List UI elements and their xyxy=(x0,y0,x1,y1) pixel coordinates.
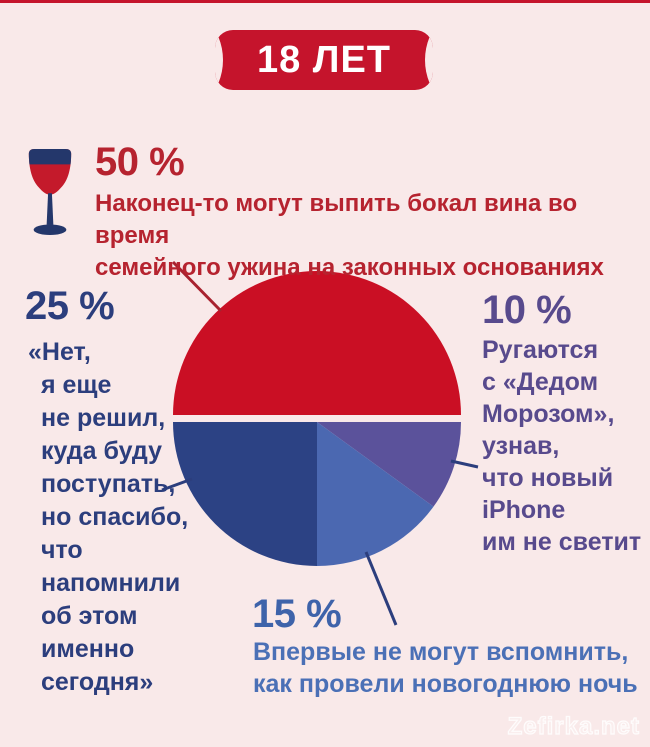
callout-text-50: Наконец-то могут выпить бокал вина во вр… xyxy=(95,190,604,281)
callout-text-15: Впервые не могут вспомнить, как провели … xyxy=(253,638,638,698)
leader-line-15 xyxy=(364,551,398,626)
age-badge-label: 18 ЛЕТ xyxy=(256,38,392,81)
pie-slice-10 xyxy=(317,422,461,507)
age-badge: 18 ЛЕТ xyxy=(215,30,433,90)
leader-line-10 xyxy=(450,459,479,469)
pie-slice-15 xyxy=(317,422,434,566)
glass-base xyxy=(33,224,67,236)
wine-glass-icon xyxy=(28,148,72,236)
watermark: Zefirka.net xyxy=(507,712,640,740)
pct-label-50: 50 % xyxy=(95,140,185,184)
pct-label-15: 15 % xyxy=(252,592,342,636)
pct-label-25: 25 % xyxy=(25,284,115,328)
top-border-strip xyxy=(0,0,650,3)
pct-label-10: 10 % xyxy=(482,288,572,332)
glass-stem xyxy=(46,193,54,225)
callout-text-10: Ругаются с «Дедом Морозом», узнав, что н… xyxy=(482,336,642,556)
callout-text-25: «Нет, я еще не решил, куда буду поступат… xyxy=(28,338,189,696)
